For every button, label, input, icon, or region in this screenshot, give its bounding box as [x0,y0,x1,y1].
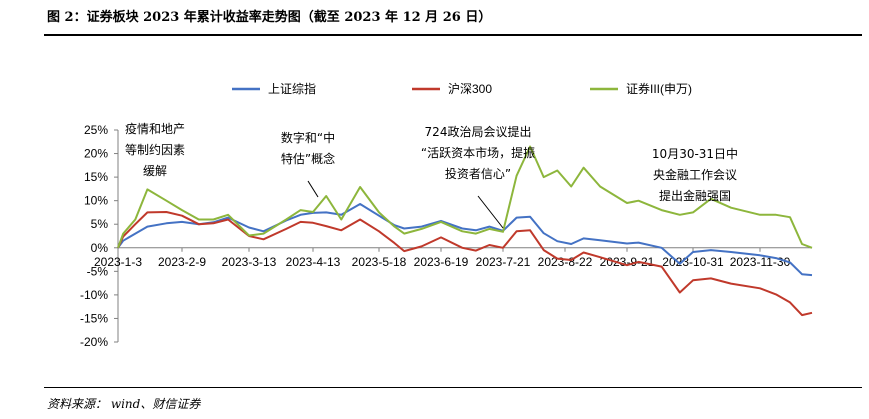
annotation-arrow [477,195,504,229]
x-tick-label: 2023-4-13 [286,255,341,269]
series-line-1 [117,211,813,317]
x-tick-label: 2023-9-21 [600,255,655,269]
x-tick-label: 2023-5-18 [352,255,407,269]
annotation-arrow [307,180,319,198]
annotation-text: 724政治局会议提出 [425,124,532,139]
x-tick-label: 2023-10-31 [662,255,724,269]
annotation-text: 缓解 [143,164,167,178]
figure-title: 图 2：证券板块 2023 年累计收益率走势图（截至 2023 年 12 月 2… [47,10,492,25]
title-rule [44,34,862,36]
x-tick-label: 2023-6-19 [414,255,469,269]
y-tick-label: 15% [84,170,108,184]
legend-label-1: 沪深300 [448,82,492,96]
annotation-text: 等制约因素 [125,142,185,157]
x-tick-label: 2023-3-13 [222,255,277,269]
annotation-text: 投资者信心” [445,166,511,181]
y-tick-label: 0% [91,241,109,255]
legend-label-0: 上证综指 [268,81,316,96]
annotation-text: 10月30-31日中 [652,146,738,161]
y-tick-label: -5% [87,264,109,278]
y-tick-label: -15% [80,311,108,325]
annotation-text: 特估”概念 [281,151,335,166]
series-line-0 [117,203,813,277]
y-tick-label: 25% [84,123,108,137]
annotation-text: 疫情和地产 [125,121,185,136]
source-note: 资料来源： wind、财信证券 [47,397,201,411]
legend-label-2: 证券III(申万) [626,81,692,96]
annotation-text: “活跃资本市场，提振 [421,145,535,160]
x-tick-label: 2023-8-22 [538,255,593,269]
y-tick-label: -10% [80,288,108,302]
annotation-text: 央金融工作会议 [653,167,737,182]
y-tick-label: 5% [91,217,109,231]
x-tick-label: 2023-11-30 [730,255,791,269]
annotation-text: 提出金融强国 [659,188,731,203]
y-tick-label: 10% [84,194,108,208]
y-tick-label: 20% [84,147,108,161]
y-tick-label: -20% [80,335,108,349]
x-tick-label: 2023-7-21 [476,255,531,269]
line-chart: 25% 20% 15% 10% 5% 0% -5% -10% -15% -20% 2023-1-3 2… [80,81,813,349]
annotation-text: 数字和“中 [281,130,335,145]
series-line-2 [117,145,813,249]
x-tick-label: 2023-2-9 [158,255,206,269]
source-rule [44,387,862,388]
x-tick-label: 2023-1-3 [94,255,142,269]
